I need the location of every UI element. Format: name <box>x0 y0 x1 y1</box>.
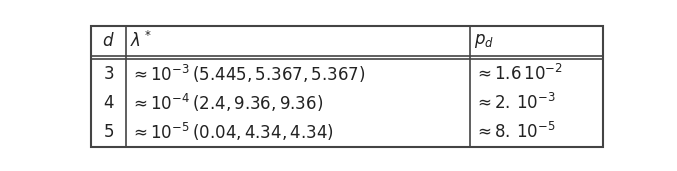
Text: $4$: $4$ <box>102 94 114 112</box>
Text: $5$: $5$ <box>103 123 114 141</box>
Text: $p_d$: $p_d$ <box>474 32 494 50</box>
Text: $\approx 2.\,10^{-3}$: $\approx 2.\,10^{-3}$ <box>474 93 556 113</box>
Text: $\approx 8.\,10^{-5}$: $\approx 8.\,10^{-5}$ <box>474 122 556 142</box>
Text: $d$: $d$ <box>102 32 114 50</box>
Text: $\lambda^*$: $\lambda^*$ <box>130 31 152 51</box>
Text: $\approx 10^{-3}\,(5.445, 5.367, 5.367)$: $\approx 10^{-3}\,(5.445, 5.367, 5.367)$ <box>130 63 366 85</box>
Text: $\approx 10^{-4}\,(2.4, 9.36, 9.36)$: $\approx 10^{-4}\,(2.4, 9.36, 9.36)$ <box>130 92 323 114</box>
Text: $\approx 1.6\,10^{-2}$: $\approx 1.6\,10^{-2}$ <box>474 64 563 84</box>
Text: $3$: $3$ <box>103 65 114 83</box>
Text: $\approx 10^{-5}\,(0.04, 4.34, 4.34)$: $\approx 10^{-5}\,(0.04, 4.34, 4.34)$ <box>130 121 334 143</box>
